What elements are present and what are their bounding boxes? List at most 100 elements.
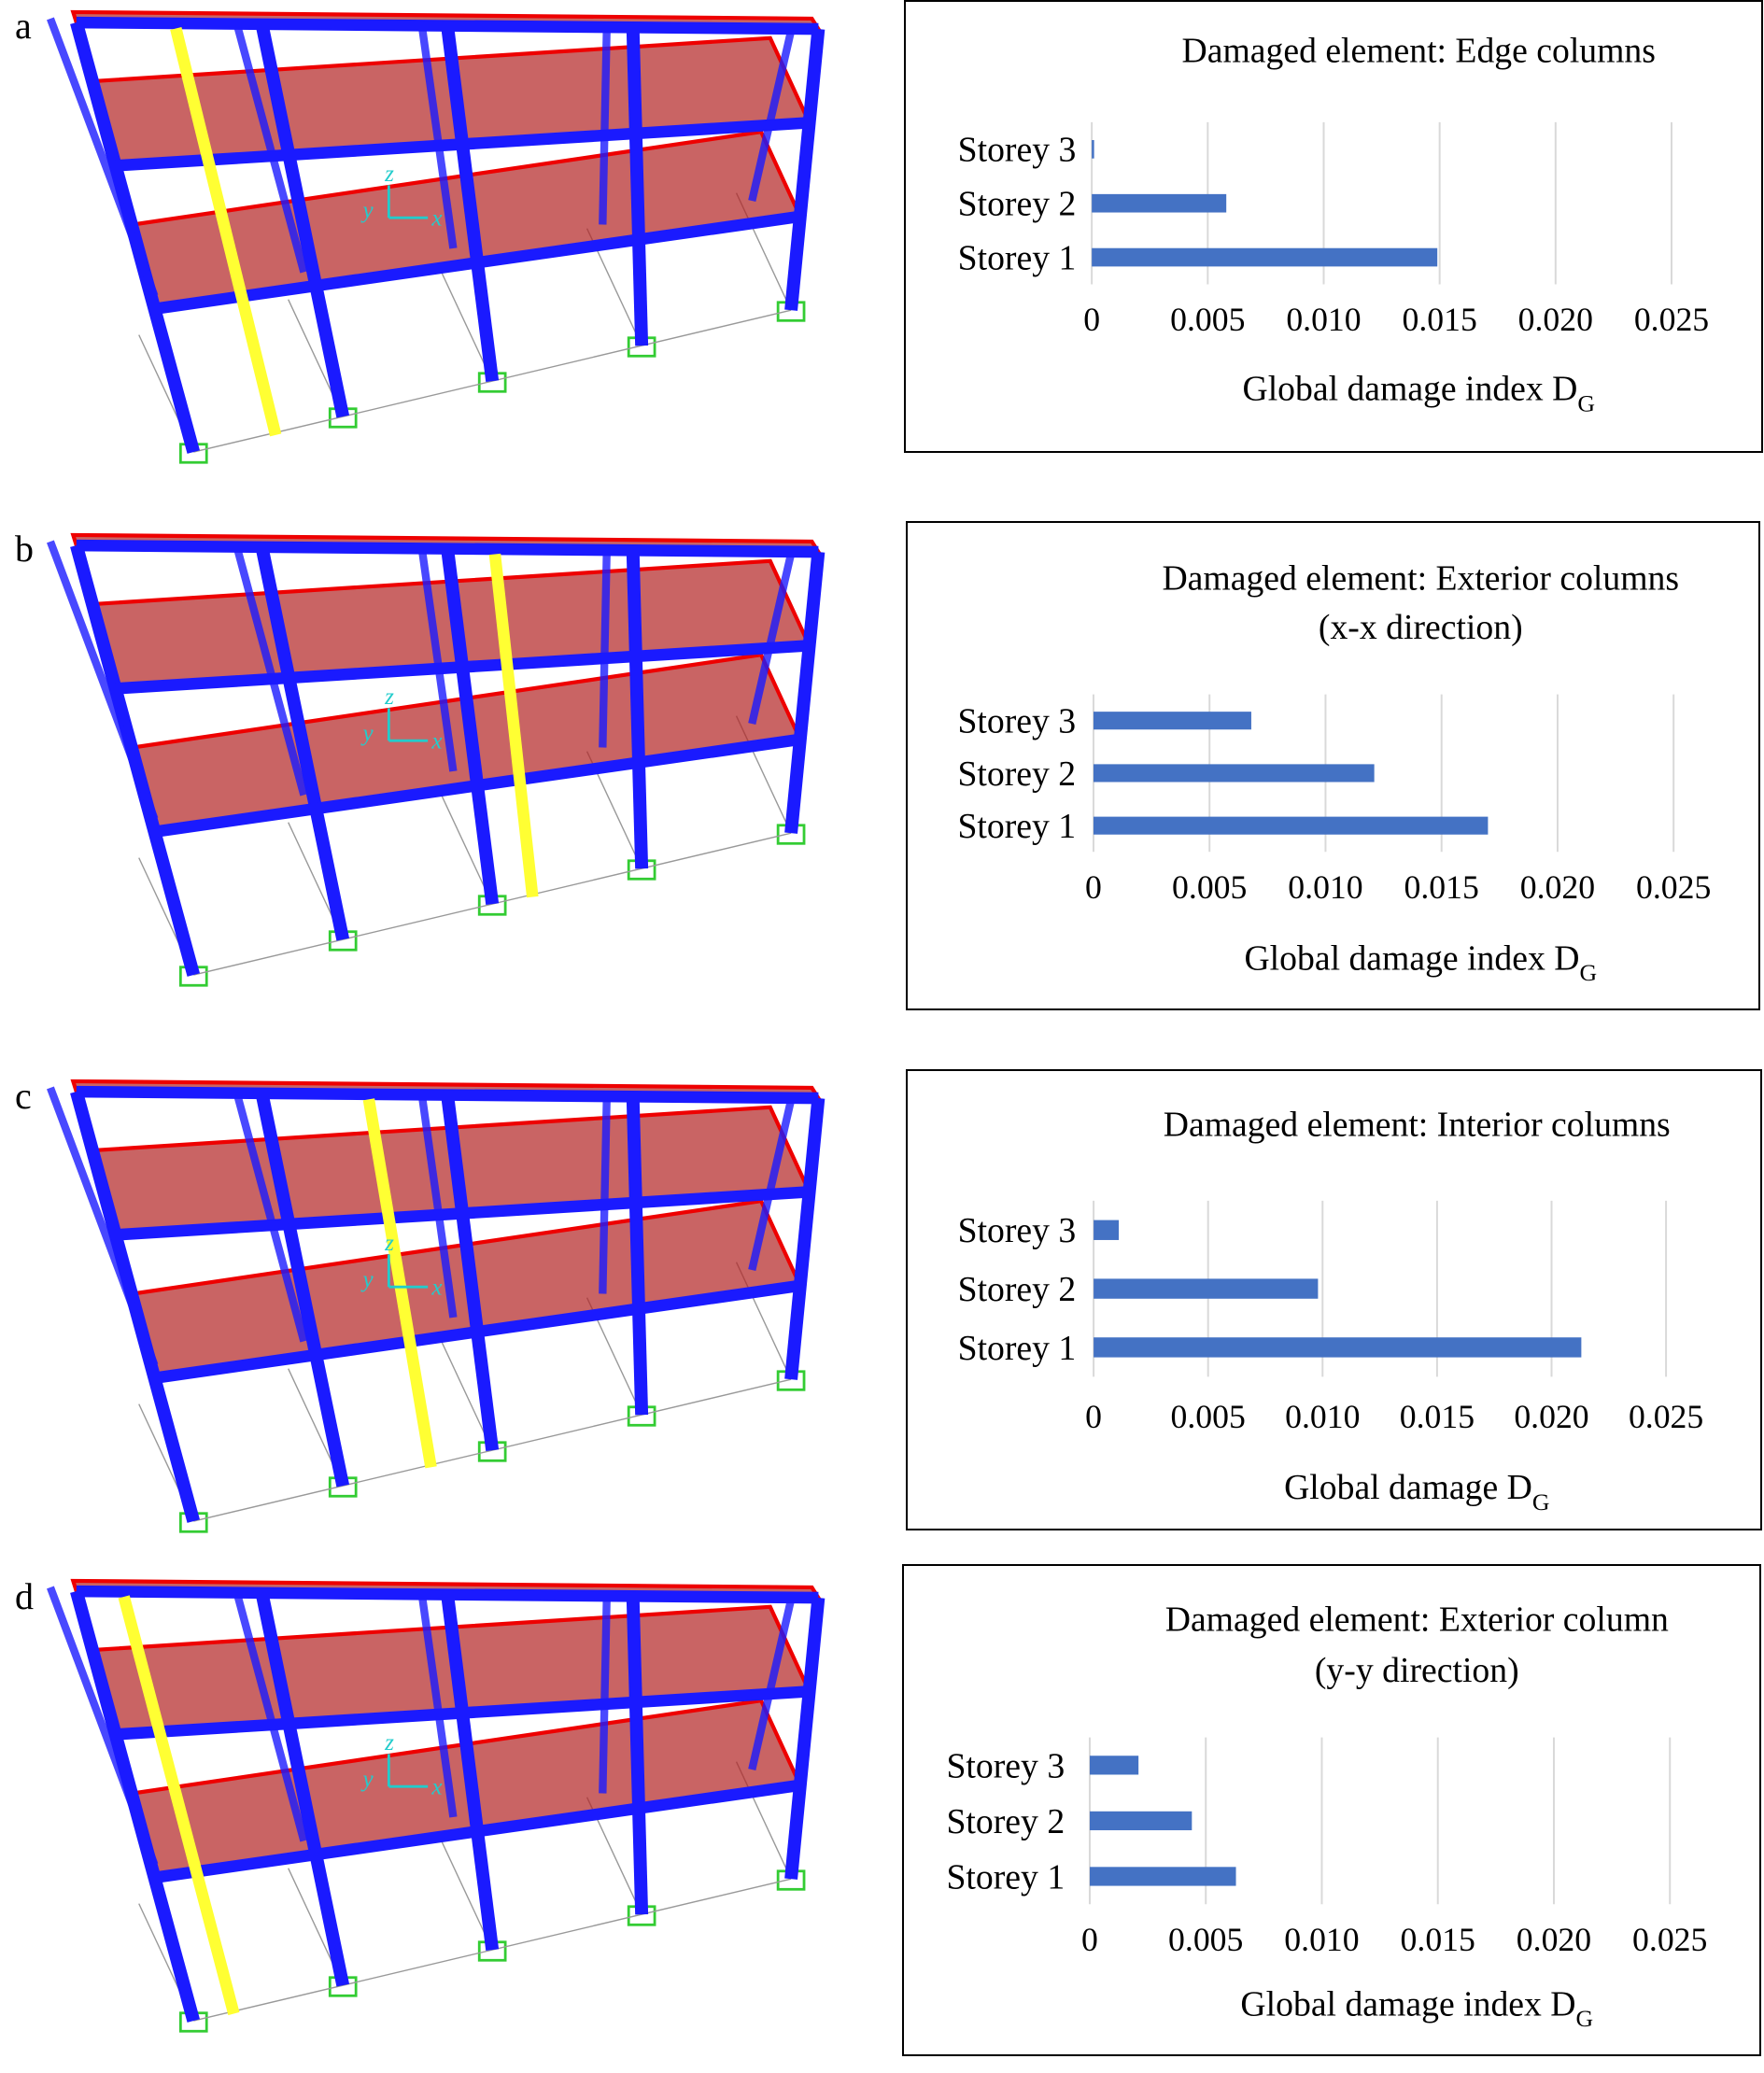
grid-line xyxy=(437,263,493,382)
x-axis-label: x xyxy=(430,206,442,232)
column xyxy=(599,546,612,748)
column xyxy=(599,1592,612,1794)
beam xyxy=(76,1585,819,1604)
x-axis-label: Global damage DG xyxy=(1284,1468,1549,1516)
column xyxy=(47,1086,159,1367)
x-axis-label: Global damage index DG xyxy=(1243,369,1595,416)
category-label: Storey 3 xyxy=(958,131,1077,170)
category-label: Storey 1 xyxy=(958,1329,1077,1368)
column xyxy=(47,1586,159,1867)
column xyxy=(417,21,458,249)
building-model-d: x yz xyxy=(47,1578,826,2033)
x-tick-label: 0.005 xyxy=(1172,868,1247,906)
column xyxy=(748,23,797,202)
z-axis-label: z xyxy=(384,1231,394,1256)
x-tick-label: 0.005 xyxy=(1170,301,1245,338)
x-tick-label: 0.020 xyxy=(1517,1921,1591,1958)
category-label: Storey 1 xyxy=(946,1857,1065,1897)
x-tick-label: 0.025 xyxy=(1636,868,1711,906)
chart-title: (x-x direction) xyxy=(1319,608,1523,647)
category-label: Storey 2 xyxy=(946,1802,1065,1841)
building-model-c: x yz xyxy=(47,1079,826,1533)
category-label: Storey 3 xyxy=(957,702,1076,741)
bar-storey-3 xyxy=(1092,140,1094,159)
x-tick-label: 0.020 xyxy=(1520,868,1595,906)
x-axis-label: x xyxy=(430,1276,442,1301)
y-axis-label: y xyxy=(360,198,374,223)
x-tick-label: 0.015 xyxy=(1400,1398,1475,1435)
column xyxy=(748,1093,797,1271)
chart-title: Damaged element: Interior columns xyxy=(1164,1105,1671,1144)
column xyxy=(599,23,612,225)
chart-title: (y-y direction) xyxy=(1315,1651,1519,1690)
column xyxy=(255,22,350,418)
y-axis-label: y xyxy=(360,1767,374,1792)
chart-b: Damaged element: Exterior columns (x-x di… xyxy=(906,521,1760,1010)
category-label: Storey 2 xyxy=(958,185,1077,224)
chart-d: Damaged element: Exterior column (y-y dir… xyxy=(902,1564,1761,2056)
bar-storey-2 xyxy=(1089,1811,1192,1831)
column xyxy=(255,1591,350,1987)
z-axis-label: z xyxy=(384,162,394,187)
beam xyxy=(115,640,810,695)
grid-line xyxy=(437,1333,493,1451)
x-axis-label-text: Global damage D xyxy=(1284,1468,1532,1507)
grid-line xyxy=(437,1832,493,1951)
damaged-column xyxy=(488,553,539,898)
y-axis-label: y xyxy=(360,1267,374,1292)
category-label: Storey 1 xyxy=(957,807,1076,846)
chart-c: Damaged element: Interior columns 0 0.005 0… xyxy=(906,1069,1762,1530)
x-tick-label: 0.015 xyxy=(1404,868,1479,906)
x-tick-label: 0.025 xyxy=(1629,1398,1703,1435)
bar-storey-1 xyxy=(1092,247,1438,267)
column xyxy=(441,547,500,905)
x-tick-label: 0.015 xyxy=(1403,301,1477,338)
x-axis-label: x xyxy=(430,729,442,754)
beam xyxy=(153,1279,801,1384)
x-tick-label: 0.025 xyxy=(1634,301,1709,338)
x-axis-label-subscript: G xyxy=(1579,959,1597,986)
column xyxy=(441,1593,500,1951)
grid-line xyxy=(437,786,493,905)
column xyxy=(255,1092,350,1488)
panel-label-a: a xyxy=(15,5,32,47)
bar-storey-2 xyxy=(1092,193,1227,213)
column xyxy=(748,1592,797,1770)
building-model-a: x yz xyxy=(47,9,826,464)
z-axis-label: z xyxy=(384,1730,394,1756)
x-tick-label: 0.015 xyxy=(1401,1921,1475,1958)
bar-storey-1 xyxy=(1089,1867,1236,1886)
x-axis-label-text: Global damage index D xyxy=(1243,369,1578,408)
category-label: Storey 3 xyxy=(946,1746,1065,1785)
category-label: Storey 2 xyxy=(958,1270,1077,1309)
damaged-column xyxy=(362,1098,437,1469)
beam xyxy=(115,1186,810,1241)
x-axis-label: Global damage index DG xyxy=(1240,1984,1593,2032)
column xyxy=(784,1597,826,1880)
beam xyxy=(115,117,810,172)
x-axis-label-subscript: G xyxy=(1577,389,1595,416)
x-tick-label: 0 xyxy=(1081,1921,1098,1958)
beam xyxy=(153,1779,801,1883)
column xyxy=(784,28,826,311)
column xyxy=(441,24,500,382)
beam xyxy=(153,210,801,315)
x-tick-label: 0.010 xyxy=(1284,1921,1359,1958)
bar-storey-1 xyxy=(1093,816,1489,835)
y-axis-label: y xyxy=(360,721,374,746)
x-tick-label: 0.010 xyxy=(1288,868,1362,906)
panel-label-b: b xyxy=(15,528,34,570)
panel-label-c: c xyxy=(15,1075,32,1117)
x-axis-label-text: Global damage index D xyxy=(1244,938,1579,978)
chart-a: Damaged element: Edge columns 0 0.005 0.010… xyxy=(904,0,1763,453)
column xyxy=(784,551,826,834)
z-axis-label: z xyxy=(384,684,394,710)
x-tick-label: 0.025 xyxy=(1632,1921,1707,1958)
beam xyxy=(76,16,819,35)
x-axis-label: x xyxy=(430,1775,442,1800)
x-tick-label: 0.010 xyxy=(1285,1398,1360,1435)
beam xyxy=(153,733,801,838)
category-label: Storey 3 xyxy=(958,1211,1077,1250)
column xyxy=(417,1589,458,1818)
x-tick-label: 0.005 xyxy=(1171,1398,1246,1435)
